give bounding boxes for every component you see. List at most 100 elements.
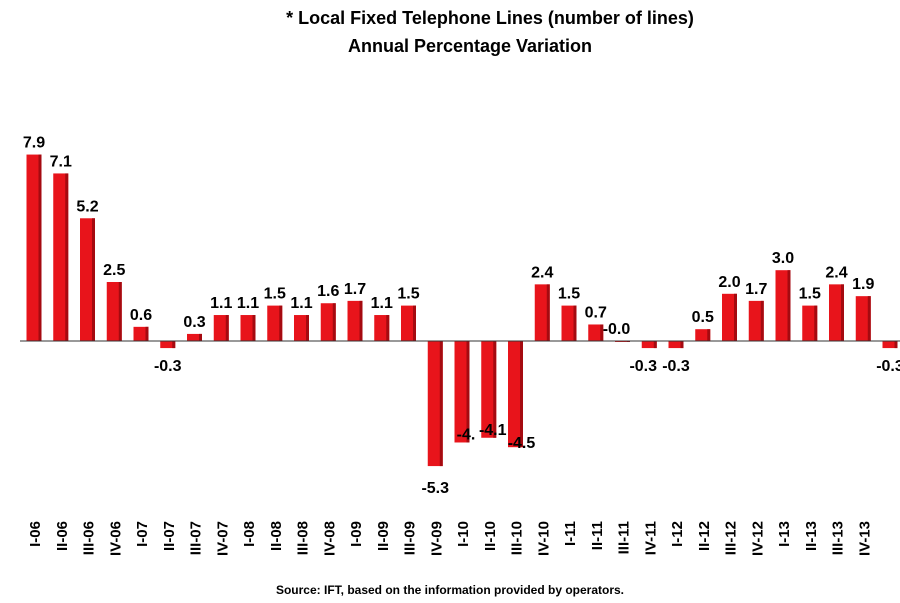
bar-III-08 (294, 315, 309, 341)
bar-I-06 (26, 154, 42, 341)
bar-II-12 (695, 329, 711, 341)
data-label: -0.3 (662, 358, 690, 375)
data-label: 0.6 (130, 307, 152, 324)
bar-shade-32 (894, 341, 898, 349)
bar-shade-21 (600, 324, 604, 341)
data-label: 7.1 (50, 153, 72, 170)
bar-III-10 (508, 341, 523, 448)
bar-I-08 (240, 315, 256, 341)
x-tick-label: I-07 (134, 521, 151, 547)
bar-shade-4 (145, 326, 149, 341)
bar-shade-27 (760, 300, 764, 341)
bar-IV-06 (106, 282, 122, 341)
chart-subtitle: Annual Percentage Variation (347, 36, 593, 56)
data-label: -0.3 (876, 358, 900, 375)
x-tick-label: II-11 (589, 521, 606, 550)
bar-III-06 (80, 218, 95, 341)
bar-II-08 (267, 305, 283, 341)
x-tick-label: I-13 (776, 521, 793, 547)
x-tick-label: IV-06 (107, 521, 124, 556)
bar-II-09 (374, 315, 390, 341)
data-label: 2.0 (718, 274, 740, 291)
x-tick-label: II-08 (268, 521, 285, 551)
bar-IV-10 (534, 284, 550, 341)
x-tick-label: I-10 (455, 521, 472, 547)
bar-shade-24 (680, 341, 684, 349)
data-label: 1.6 (317, 283, 339, 300)
data-label: 1.1 (237, 295, 259, 312)
data-label: 1.7 (745, 281, 767, 298)
bar-shade-28 (787, 270, 791, 341)
bar-shade-23 (653, 341, 657, 349)
bar-shade-7 (225, 315, 229, 341)
bar-shade-8 (252, 315, 256, 341)
bar-shade-19 (546, 284, 550, 341)
x-tick-label: III-06 (81, 521, 98, 555)
bar-shade-2 (92, 218, 95, 341)
data-label: 0.7 (585, 304, 607, 321)
x-tick-label: III-10 (509, 521, 526, 555)
x-tick-label: III-08 (295, 521, 312, 555)
chart-title: * Local Fixed Telephone Lines (number of… (286, 8, 694, 28)
data-label: 0.5 (692, 309, 714, 326)
bar-shade-31 (867, 296, 871, 341)
bar-shade-15 (439, 341, 443, 467)
data-label: -4.5 (508, 435, 536, 452)
bar-shade-20 (573, 305, 577, 341)
bar-I-09 (347, 300, 363, 341)
bar-shade-16 (466, 341, 470, 443)
data-label: 1.9 (852, 276, 874, 293)
x-tick-label: I-06 (27, 521, 44, 547)
bars-group (26, 154, 898, 467)
bar-shade-3 (118, 282, 122, 341)
bar-II-06 (53, 173, 69, 341)
bar-shade-18 (520, 341, 523, 448)
bar-II-11 (588, 324, 604, 341)
bar-II-07 (160, 341, 176, 349)
x-tick-label: IV-11 (642, 521, 659, 555)
x-tick-label: I-11 (562, 521, 579, 546)
x-tick-label: II-06 (54, 521, 71, 551)
data-label: -4.1 (479, 422, 507, 439)
bar-IV-08 (320, 303, 336, 341)
data-label: 1.7 (344, 281, 366, 298)
x-tick-label: IV-09 (428, 521, 445, 556)
bar-shade-0 (38, 154, 42, 341)
bar-IV-07 (213, 315, 229, 341)
x-tick-label: IV-13 (856, 521, 873, 556)
data-labels-group: 7.97.15.22.50.6-0.30.31.1 1.11.51.11.6 1.7… (23, 135, 900, 498)
x-tick-label: III-13 (830, 521, 847, 555)
bar-shade-29 (814, 305, 818, 341)
bar-IV-09 (427, 341, 443, 467)
x-tick-label: IV-12 (749, 521, 766, 556)
source-note: Source: IFT, based on the information pr… (275, 583, 625, 597)
bar-shade-17 (493, 341, 497, 438)
data-label: 0.3 (183, 314, 205, 331)
bar-I-11 (561, 305, 577, 341)
x-tick-label: III-09 (402, 521, 419, 555)
bar-I-13 (775, 270, 791, 341)
bar-IV-13 (855, 296, 871, 341)
bar-shade-1 (65, 173, 69, 341)
bar-shade-14 (413, 305, 416, 341)
bar-IV-11 (641, 341, 657, 349)
data-label: -0.3 (629, 358, 657, 375)
bar-shade-11 (332, 303, 336, 341)
x-tick-label: IV-08 (321, 521, 338, 556)
bar-extra-32 (882, 341, 898, 349)
data-label: 5.2 (76, 198, 98, 215)
data-label: 1.5 (799, 286, 821, 303)
data-label: 2.5 (103, 262, 125, 279)
data-label: -0.3 (154, 358, 182, 375)
data-label: 1.1 (210, 295, 232, 312)
data-label: 3.0 (772, 250, 794, 267)
x-tick-label: IV-07 (214, 521, 231, 556)
x-tick-label: III-12 (723, 521, 740, 555)
x-tick-label: I-08 (241, 521, 258, 547)
bar-IV-12 (748, 300, 764, 341)
x-tick-label: II-10 (482, 521, 499, 551)
data-label: 1.5 (397, 286, 419, 303)
x-tick-label: II-09 (375, 521, 392, 551)
bar-III-09 (401, 305, 416, 341)
